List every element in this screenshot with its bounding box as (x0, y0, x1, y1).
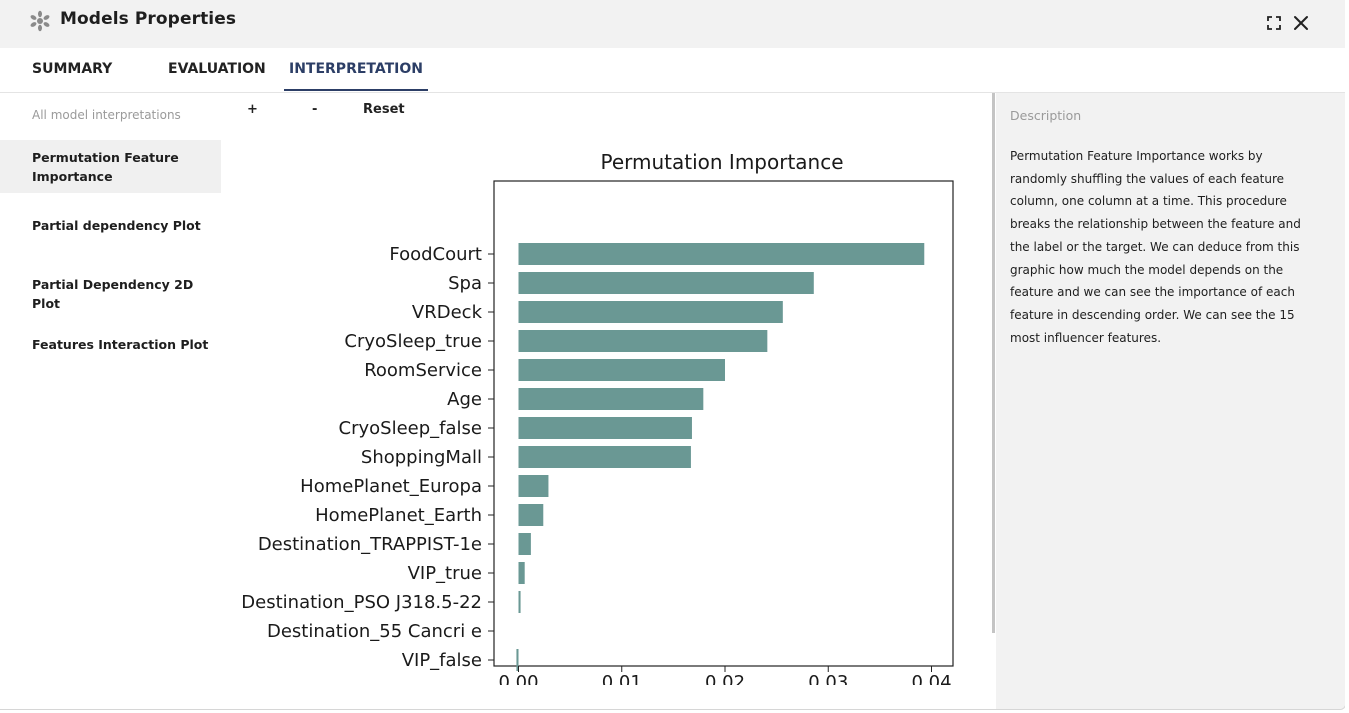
reset-button[interactable]: Reset (363, 102, 405, 117)
background-edge (1345, 0, 1349, 713)
bar-cryosleep-false (518, 417, 692, 439)
chart-scrollbar[interactable] (992, 93, 995, 633)
x-tick-label: 0.04 (911, 672, 951, 685)
x-tick-label: 0.00 (498, 672, 538, 685)
bar-vip-false (516, 649, 519, 671)
permutation-importance-chart: Permutation Importance FoodCourt Spa VRDec… (241, 150, 954, 685)
x-tick-label: 0.03 (808, 672, 848, 685)
bar-destination-pso-j318-5-22 (518, 591, 521, 613)
sidebar-item-partial-dependency-2d-plot[interactable]: Partial Dependency 2D Plot (32, 277, 194, 311)
y-tick-label: FoodCourt (389, 244, 482, 265)
y-tick-label: CryoSleep_false (339, 418, 482, 439)
sidebar-item-permutation-feature-importance[interactable]: Permutation Feature Importance (0, 140, 221, 193)
bar-shoppingmall (518, 446, 691, 468)
sidebar-heading: All model interpretations (32, 108, 181, 122)
y-tick-label: Destination_55 Cancri e (267, 621, 482, 642)
description-heading: Description (1010, 108, 1082, 123)
y-tick-label: Destination_PSO J318.5-22 (241, 592, 482, 613)
brain-icon (30, 10, 50, 32)
chart-panel: + - Reset Permutation Importance FoodCou… (222, 93, 995, 685)
expand-button[interactable] (1263, 12, 1285, 34)
bar-homeplanet-earth (518, 504, 544, 526)
expand-icon (1267, 16, 1281, 30)
modal-header: Models Properties (0, 0, 1345, 48)
y-tick-label: CryoSleep_true (344, 331, 482, 352)
bar-age (518, 388, 704, 410)
x-tick-label: 0.02 (705, 672, 745, 685)
zoom-in-button[interactable]: + (247, 102, 258, 117)
bar-foodcourt (518, 243, 925, 265)
y-tick-label: HomePlanet_Earth (315, 505, 482, 526)
chart-title: Permutation Importance (600, 150, 843, 174)
y-tick-label: VIP_false (402, 650, 482, 671)
close-button[interactable] (1290, 12, 1312, 34)
y-tick-label: ShoppingMall (361, 447, 482, 468)
zoom-out-button[interactable]: - (312, 102, 318, 117)
tab-interpretation[interactable]: INTERPRETATION (284, 48, 428, 91)
bar-destination-trappist-1e (518, 533, 531, 555)
close-icon (1294, 16, 1308, 30)
bar-roomservice (518, 359, 725, 381)
x-tick-label: 0.01 (602, 672, 642, 685)
bar-homeplanet-europa (518, 475, 549, 497)
bar-vip-true (518, 562, 525, 584)
y-tick-label: VRDeck (412, 302, 483, 323)
tab-summary[interactable]: SUMMARY (32, 61, 113, 77)
y-tick-label: Spa (448, 273, 482, 294)
bar-spa (518, 272, 814, 294)
sidebar-item-features-interaction-plot[interactable]: Features Interaction Plot (32, 337, 209, 352)
modal-title: Models Properties (60, 9, 237, 29)
y-tick-label: HomePlanet_Europa (300, 476, 482, 497)
bar-cryosleep-true (518, 330, 768, 352)
y-tick-label: Destination_TRAPPIST-1e (258, 534, 482, 555)
tab-bar: SUMMARY EVALUATION INTERPRETATION (0, 48, 1345, 93)
bar-vrdeck (518, 301, 783, 323)
tab-evaluation[interactable]: EVALUATION (168, 61, 266, 77)
y-tick-label: RoomService (364, 360, 482, 381)
description-panel: Description Permutation Feature Importan… (996, 93, 1345, 709)
y-tick-label: VIP_true (408, 563, 482, 584)
plot-frame (493, 180, 954, 667)
interpretations-sidebar: All model interpretations Permutation Fe… (0, 93, 221, 709)
description-text: Permutation Feature Importance works by … (1010, 149, 1301, 345)
y-tick-label: Age (447, 389, 482, 410)
sidebar-item-partial-dependency-plot[interactable]: Partial dependency Plot (32, 218, 201, 233)
